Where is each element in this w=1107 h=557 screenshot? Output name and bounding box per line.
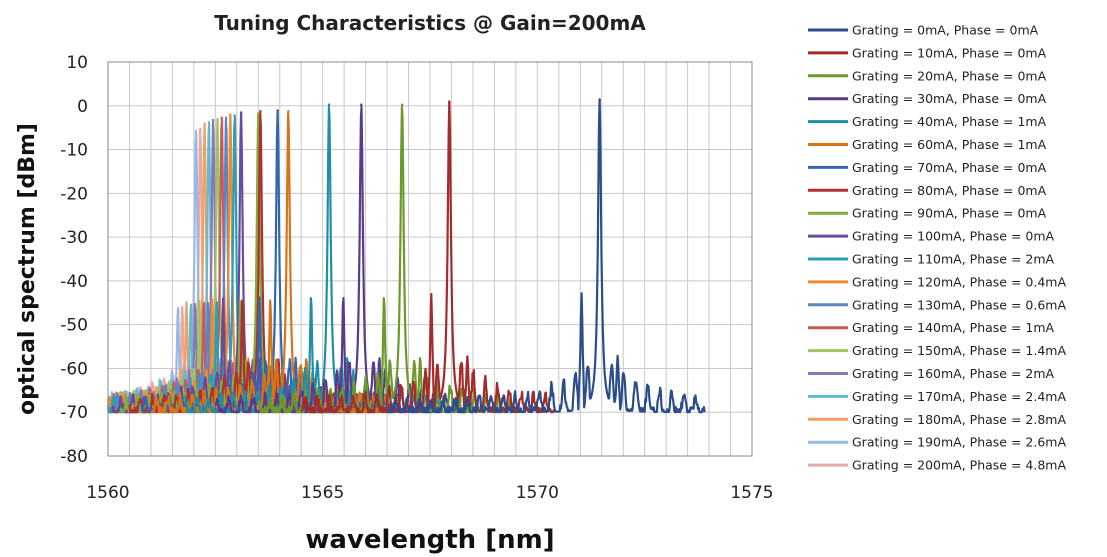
legend-label: Grating = 40mA, Phase = 1mA <box>852 114 1047 129</box>
x-tick-labels: 1560 1565 1570 1575 <box>86 483 773 503</box>
y-tick-label: -80 <box>60 447 88 467</box>
x-tick-label: 1575 <box>730 483 773 503</box>
legend-label: Grating = 120mA, Phase = 0.4mA <box>852 274 1066 289</box>
y-tick-label: -60 <box>60 359 88 379</box>
series-line <box>386 98 706 414</box>
y-tick-label: -40 <box>60 272 88 292</box>
y-tick-label: -20 <box>60 184 88 204</box>
legend-label: Grating = 70mA, Phase = 0mA <box>852 160 1047 175</box>
legend-label: Grating = 100mA, Phase = 0mA <box>852 229 1055 244</box>
legend-label: Grating = 190mA, Phase = 2.6mA <box>852 435 1066 450</box>
legend-label: Grating = 10mA, Phase = 0mA <box>852 45 1047 60</box>
chart-title: Tuning Characteristics @ Gain=200mA <box>214 11 646 35</box>
y-tick-labels: 10 0 -10 -20 -30 -40 -50 -60 -70 -80 <box>60 53 88 467</box>
legend-label: Grating = 170mA, Phase = 2.4mA <box>852 389 1066 404</box>
x-tick-label: 1565 <box>301 483 344 503</box>
y-tick-label: -30 <box>60 228 88 248</box>
legend: Grating = 0mA, Phase = 0mA Grating = 10mA… <box>808 23 1066 473</box>
x-tick-label: 1570 <box>516 483 559 503</box>
x-axis-title: wavelength [nm] <box>305 525 554 555</box>
y-tick-label: 10 <box>66 53 88 73</box>
legend-label: Grating = 150mA, Phase = 1.4mA <box>852 343 1066 358</box>
series-line <box>300 100 556 414</box>
legend-label: Grating = 30mA, Phase = 0mA <box>852 91 1047 106</box>
legend-label: Grating = 60mA, Phase = 1mA <box>852 137 1047 152</box>
legend-label: Grating = 90mA, Phase = 0mA <box>852 206 1047 221</box>
legend-label: Grating = 20mA, Phase = 0mA <box>852 68 1047 83</box>
y-tick-label: -50 <box>60 316 88 336</box>
legend-label: Grating = 110mA, Phase = 2mA <box>852 252 1055 267</box>
y-axis-title: optical spectrum [dBm] <box>15 123 40 415</box>
legend-label: Grating = 140mA, Phase = 1mA <box>852 320 1055 335</box>
legend-label: Grating = 200mA, Phase = 4.8mA <box>852 458 1066 473</box>
x-tick-label: 1560 <box>86 483 129 503</box>
legend-label: Grating = 130mA, Phase = 0.6mA <box>852 297 1066 312</box>
legend-label: Grating = 160mA, Phase = 2mA <box>852 366 1055 381</box>
plot-frame <box>107 61 753 457</box>
series-lines <box>106 98 706 414</box>
legend-label: Grating = 80mA, Phase = 0mA <box>852 183 1047 198</box>
legend-label: Grating = 0mA, Phase = 0mA <box>852 23 1039 38</box>
y-tick-label: 0 <box>77 97 88 117</box>
legend-label: Grating = 180mA, Phase = 2.8mA <box>852 412 1066 427</box>
y-tick-label: -10 <box>60 141 88 161</box>
y-tick-label: -70 <box>60 403 88 423</box>
